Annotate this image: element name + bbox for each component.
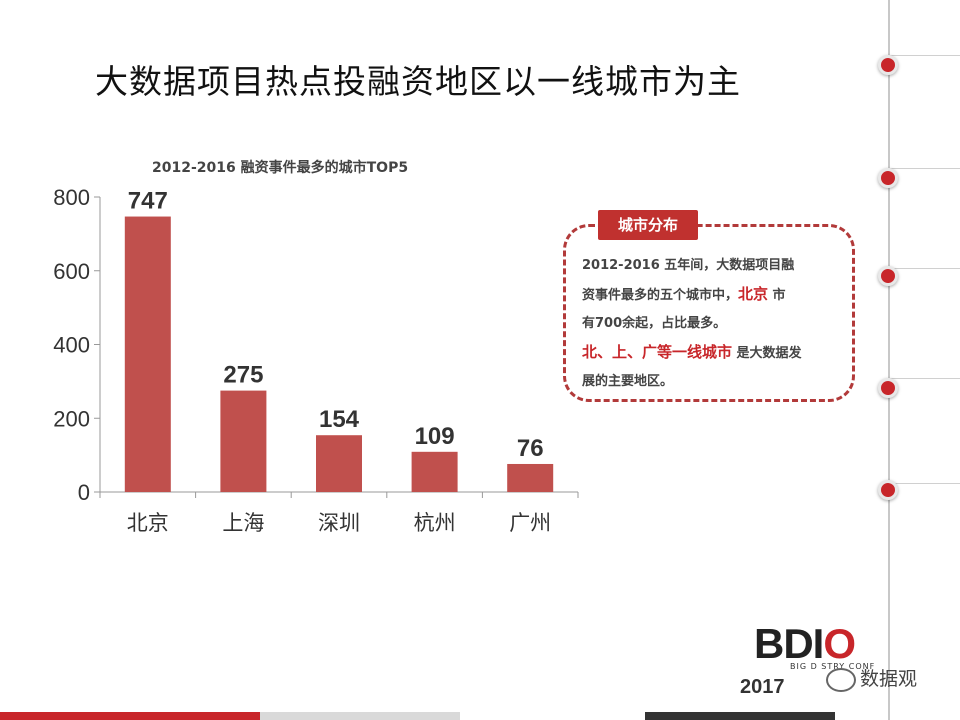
bar xyxy=(507,463,554,492)
y-tick-label: 800 xyxy=(53,185,90,210)
data-label: 154 xyxy=(319,406,360,433)
x-tick-label: 杭州 xyxy=(414,511,456,535)
chart-title: 2012-2016 融资事件最多的城市TOP5 xyxy=(152,159,408,176)
watermark-text: 数据观 xyxy=(860,668,918,690)
footer-bar xyxy=(260,712,460,720)
logo-ring-icon: O xyxy=(823,620,856,667)
callout-highlight: 北京 xyxy=(738,285,769,303)
timeline-dot-icon[interactable] xyxy=(878,480,898,500)
y-tick-label: 0 xyxy=(78,480,90,505)
callout-box xyxy=(563,224,855,402)
timeline-dot-icon[interactable] xyxy=(878,55,898,75)
callout-text-part: 市 xyxy=(768,288,786,303)
data-label: 275 xyxy=(223,362,263,389)
bdic-logo: BDIO xyxy=(754,620,856,668)
callout-tab: 城市分布 xyxy=(598,210,698,240)
callout-line: 展的主要地区。 xyxy=(582,374,674,389)
timeline-tick xyxy=(889,483,960,484)
timeline-line xyxy=(888,0,890,720)
callout-line: 资事件最多的五个城市中，北京 市 xyxy=(582,280,844,310)
callout-text: 2012-2016 五年间，大数据项目融 资事件最多的五个城市中，北京 市 有7… xyxy=(582,252,844,396)
timeline-tick xyxy=(889,55,960,56)
callout-line: 有700余起，占比最多。 xyxy=(582,316,727,331)
y-tick-label: 400 xyxy=(53,333,90,358)
x-tick-label: 北京 xyxy=(127,511,169,535)
callout-text-part: 是大数据发 xyxy=(732,346,802,361)
bar xyxy=(124,216,171,492)
timeline-dot-icon[interactable] xyxy=(878,168,898,188)
timeline-dot-icon[interactable] xyxy=(878,266,898,286)
logo-year: 2017 xyxy=(740,676,785,698)
x-tick-label: 深圳 xyxy=(318,511,360,535)
y-tick-label: 600 xyxy=(53,259,90,284)
data-label: 76 xyxy=(517,435,544,462)
timeline-tick xyxy=(889,378,960,379)
data-label: 747 xyxy=(128,188,168,215)
timeline-tick xyxy=(889,168,960,169)
footer-bar xyxy=(645,712,835,720)
bar xyxy=(316,435,362,492)
logo-text: BDI xyxy=(754,620,824,667)
footer-bar xyxy=(0,712,260,720)
x-tick-label: 上海 xyxy=(222,511,264,535)
timeline-tick xyxy=(889,268,960,269)
wechat-icon xyxy=(826,668,856,692)
callout-line: 2012-2016 五年间，大数据项目融 xyxy=(582,258,795,273)
x-tick-label: 广州 xyxy=(509,511,551,535)
callout-highlight: 北、上、广等一线城市 xyxy=(582,343,733,361)
bar xyxy=(220,390,267,492)
timeline-dot-icon[interactable] xyxy=(878,378,898,398)
bar xyxy=(411,451,458,492)
slide-title: 大数据项目热点投融资地区以一线城市为主 xyxy=(95,62,741,101)
logo-subtitle: BIG D STRY CONF xyxy=(790,662,876,671)
data-label: 109 xyxy=(415,423,455,450)
y-tick-label: 200 xyxy=(53,406,90,431)
callout-text-part: 资事件最多的五个城市中， xyxy=(582,288,739,303)
callout-line: 北、上、广等一线城市 是大数据发 xyxy=(582,338,844,368)
